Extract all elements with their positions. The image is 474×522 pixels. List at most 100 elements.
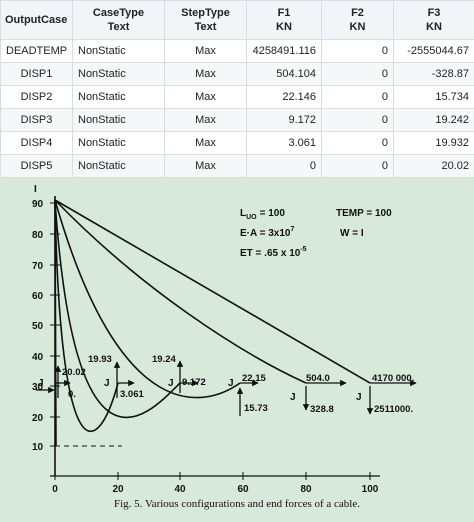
cell-f2: 0 bbox=[321, 131, 394, 155]
joint-label: J bbox=[290, 392, 296, 403]
column-header-casetype[interactable]: CaseType Text bbox=[72, 0, 165, 40]
table-row[interactable]: DISP4 NonStatic Max 3.061 0 19.932 bbox=[0, 131, 474, 155]
cell-f3: 19.932 bbox=[393, 131, 474, 155]
cell-steptype: Max bbox=[164, 131, 247, 155]
cell-steptype: Max bbox=[164, 154, 247, 178]
cell-casetype: NonStatic bbox=[72, 154, 165, 178]
force-label-v-disp2: 15.73 bbox=[244, 403, 268, 414]
cell-f1: 0 bbox=[246, 154, 322, 178]
joint-label-left: J bbox=[38, 378, 44, 389]
cell-casetype: NonStatic bbox=[72, 108, 165, 132]
force-label-v-disp3: 9.172 bbox=[182, 377, 206, 388]
cell-outputcase: DISP2 bbox=[0, 85, 73, 109]
cell-f3: -328.87 bbox=[393, 62, 474, 86]
x-tick-label-60: 60 bbox=[237, 484, 249, 495]
x-tick-label-0: 0 bbox=[52, 484, 58, 495]
force-label-h-disp5: 20.02 bbox=[62, 367, 86, 378]
cell-steptype: Max bbox=[164, 108, 247, 132]
column-header-f1[interactable]: F1 KN bbox=[246, 0, 322, 40]
results-table: OutputCase CaseType Text StepType Text F1 K… bbox=[0, 0, 474, 178]
cell-f2: 0 bbox=[321, 62, 394, 86]
y-tick-label-70: 70 bbox=[32, 261, 44, 272]
cell-f3: 15.734 bbox=[393, 85, 474, 109]
table-row[interactable]: DISP3 NonStatic Max 9.172 0 19.242 bbox=[0, 108, 474, 132]
param-temp: TEMP = 100 bbox=[336, 208, 392, 219]
force-label-v-disp5: 0. bbox=[68, 389, 76, 400]
param-w: W = I bbox=[340, 228, 364, 239]
cell-outputcase: DISP5 bbox=[0, 154, 73, 178]
cable-curve-disp4 bbox=[54, 199, 119, 432]
force-label-v-deadtemp: 2511000. bbox=[374, 404, 413, 415]
x-tick-label-80: 80 bbox=[300, 484, 312, 495]
cell-f1: 22.146 bbox=[246, 85, 322, 109]
cell-steptype: Max bbox=[164, 62, 247, 86]
table-row[interactable]: DISP1 NonStatic Max 504.104 0 -328.87 bbox=[0, 62, 474, 86]
cable-curve-disp3 bbox=[54, 199, 181, 419]
vertical-force-arrows bbox=[54, 360, 374, 416]
cell-f3: 19.242 bbox=[393, 108, 474, 132]
cable-curve-disp1 bbox=[54, 199, 307, 384]
joint-label: J bbox=[104, 378, 110, 389]
cable-curves bbox=[54, 199, 371, 447]
table-header-row: OutputCase CaseType Text StepType Text F1 K… bbox=[0, 0, 474, 40]
cell-outputcase: DEADTEMP bbox=[0, 39, 73, 63]
cell-casetype: NonStatic bbox=[72, 131, 165, 155]
y-tick-label-20: 20 bbox=[32, 413, 44, 424]
force-label-h-deadtemp: 4170 000. bbox=[372, 373, 414, 384]
cell-steptype: Max bbox=[164, 85, 247, 109]
force-label-h-disp1: 504.0 bbox=[306, 373, 330, 384]
joint-labels: J J J J J bbox=[104, 378, 362, 403]
cable-figure: I 90 80 70 60 50 40 30 20 10 0 20 40 60 … bbox=[0, 178, 474, 522]
parameter-block: LUO = 100 TEMP = 100 E·A = 3x107 W = I ET… bbox=[240, 208, 392, 259]
y-tick-label-80: 80 bbox=[32, 230, 44, 241]
x-tick-label-40: 40 bbox=[174, 484, 186, 495]
force-label-v-disp1: 328.8 bbox=[310, 404, 334, 415]
cell-f1: 3.061 bbox=[246, 131, 322, 155]
y-tick-label-50: 50 bbox=[32, 321, 44, 332]
cell-f1: 504.104 bbox=[246, 62, 322, 86]
cable-curve-disp2 bbox=[54, 199, 241, 399]
param-luo: LUO = 100 bbox=[240, 208, 285, 221]
force-label-h-disp2: 22.15 bbox=[242, 373, 266, 384]
cell-outputcase: DISP3 bbox=[0, 108, 73, 132]
force-labels: 20.02 0. 19.93 3.061 19.24 9.172 22.15 1… bbox=[62, 354, 414, 415]
figure-caption: Fig. 5. Various configurations and end f… bbox=[113, 498, 360, 510]
x-tick-label-100: 100 bbox=[362, 484, 379, 495]
cell-f3: -2555044.67 bbox=[393, 39, 474, 63]
force-label-h-disp3: 19.24 bbox=[152, 354, 176, 365]
cell-steptype: Max bbox=[164, 39, 247, 63]
cable-curve-disp5 bbox=[54, 199, 57, 447]
column-header-steptype[interactable]: StepType Text bbox=[164, 0, 247, 40]
column-header-f2[interactable]: F2 KN bbox=[321, 0, 394, 40]
joint-label: J bbox=[356, 392, 362, 403]
y-tick-label-10: 10 bbox=[32, 442, 44, 453]
joint-label: J bbox=[168, 378, 174, 389]
y-tick-label-30: 30 bbox=[32, 382, 44, 393]
cell-f3: 20.02 bbox=[393, 154, 474, 178]
cell-f2: 0 bbox=[321, 39, 394, 63]
x-ticks: 0 20 40 60 80 100 bbox=[52, 472, 379, 495]
y-tick-label-40: 40 bbox=[32, 352, 44, 363]
column-header-f3[interactable]: F3 KN bbox=[393, 0, 474, 40]
table-row[interactable]: DEADTEMP NonStatic Max 4258491.116 0 -25… bbox=[0, 39, 474, 63]
cell-f2: 0 bbox=[321, 154, 394, 178]
cell-casetype: NonStatic bbox=[72, 85, 165, 109]
table-row[interactable]: DISP2 NonStatic Max 22.146 0 15.734 bbox=[0, 85, 474, 109]
cell-f1: 4258491.116 bbox=[246, 39, 322, 63]
y-tick-label-60: 60 bbox=[32, 291, 44, 302]
cell-f2: 0 bbox=[321, 85, 394, 109]
force-label-v-disp4: 3.061 bbox=[120, 389, 144, 400]
cell-f2: 0 bbox=[321, 108, 394, 132]
joint-label: J bbox=[228, 378, 234, 389]
cell-outputcase: DISP1 bbox=[0, 62, 73, 86]
param-et: ET = .65 x 10-5 bbox=[240, 246, 307, 259]
column-header-outputcase[interactable]: OutputCase bbox=[0, 0, 73, 40]
table-row[interactable]: DISP5 NonStatic Max 0 0 20.02 bbox=[0, 154, 474, 178]
cable-diagram: I 90 80 70 60 50 40 30 20 10 0 20 40 60 … bbox=[32, 184, 417, 495]
cell-casetype: NonStatic bbox=[72, 62, 165, 86]
force-label-h-disp4: 19.93 bbox=[88, 354, 112, 365]
param-ea: E·A = 3x107 bbox=[240, 226, 295, 239]
cell-outputcase: DISP4 bbox=[0, 131, 73, 155]
cell-f1: 9.172 bbox=[246, 108, 322, 132]
